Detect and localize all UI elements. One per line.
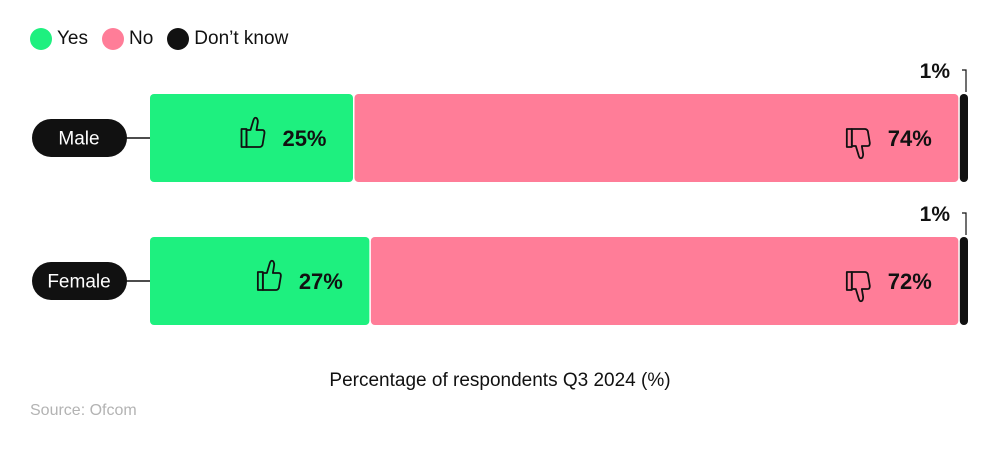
category-pill	[32, 119, 127, 157]
legend-item-no: No	[102, 28, 153, 50]
thumbs-up-icon-hand	[261, 259, 282, 291]
thumbs-down-icon-hand	[850, 271, 871, 303]
bar-segment-no	[370, 237, 959, 325]
legend-label-yes: Yes	[57, 28, 88, 49]
thumbs-down-icon	[845, 128, 871, 160]
legend-swatch-dont-know	[167, 28, 190, 50]
thumbs-up-icon-hand	[245, 116, 266, 148]
data-label: 1%	[920, 60, 951, 83]
legend-swatch-no	[102, 28, 124, 50]
x-axis-title: Percentage of respondents Q3 2024 (%)	[329, 370, 671, 391]
bar-segment-yes	[150, 94, 353, 182]
thumbs-down-icon	[845, 271, 871, 303]
thumbs-down-icon-hand	[850, 128, 871, 160]
data-label: 1%	[920, 203, 951, 226]
thumbs-up-icon	[240, 116, 266, 148]
data-label-leader	[962, 212, 967, 235]
bar-segment-don-t-know	[959, 237, 968, 325]
source-note: Source: Ofcom	[30, 402, 137, 419]
legend-label-no: No	[129, 28, 154, 49]
bar-segment-don-t-know	[959, 94, 968, 182]
legend-item-yes: Yes	[30, 28, 88, 50]
data-label-leader	[962, 69, 967, 92]
category-label: Female	[47, 272, 110, 293]
data-label: 74%	[888, 126, 932, 151]
bar-segment-yes	[150, 237, 370, 325]
legend: Yes No Don’t know	[30, 28, 288, 50]
data-label: 72%	[888, 269, 932, 294]
chart: Male 25% 74% 1% Female 27% 72% 1%	[32, 60, 968, 325]
legend-item-dont-know: Don’t know	[167, 28, 288, 50]
legend-swatch-yes	[30, 28, 52, 50]
category-pill	[32, 262, 127, 300]
thumbs-up-icon	[256, 259, 282, 291]
data-label: 25%	[282, 126, 326, 151]
data-label: 27%	[299, 269, 343, 294]
bar-segment-no	[354, 94, 959, 182]
category-label: Male	[58, 129, 99, 150]
legend-label-dont-know: Don’t know	[194, 28, 289, 49]
